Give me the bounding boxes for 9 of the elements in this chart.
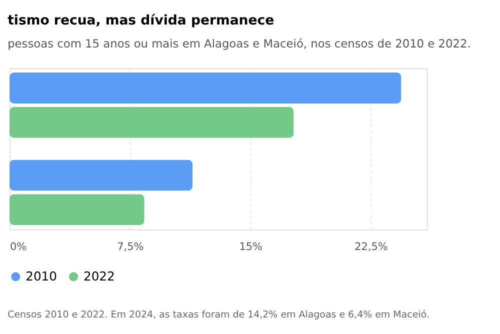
chart-title: tismo recua, mas dívida permanece [8,14,274,29]
text: Censos 2010 e 2022. Em 2024, as taxas foram de 14,2% em Alagoas e 6,4% em Maceió. [8,310,430,321]
x-tick-label: 22,5% [354,240,388,253]
legend-label: 2010 [26,269,58,284]
legend-label: 2022 [83,269,115,284]
x-tick-label: 15% [239,240,262,253]
x-tick-label: 7,5% [117,240,144,253]
x-tick-label: 0% [10,240,27,253]
chart-subtitle: pessoas com 15 anos ou mais em Alagoas e Maceió, nos censos de 2010 e 2022. [8,36,471,50]
